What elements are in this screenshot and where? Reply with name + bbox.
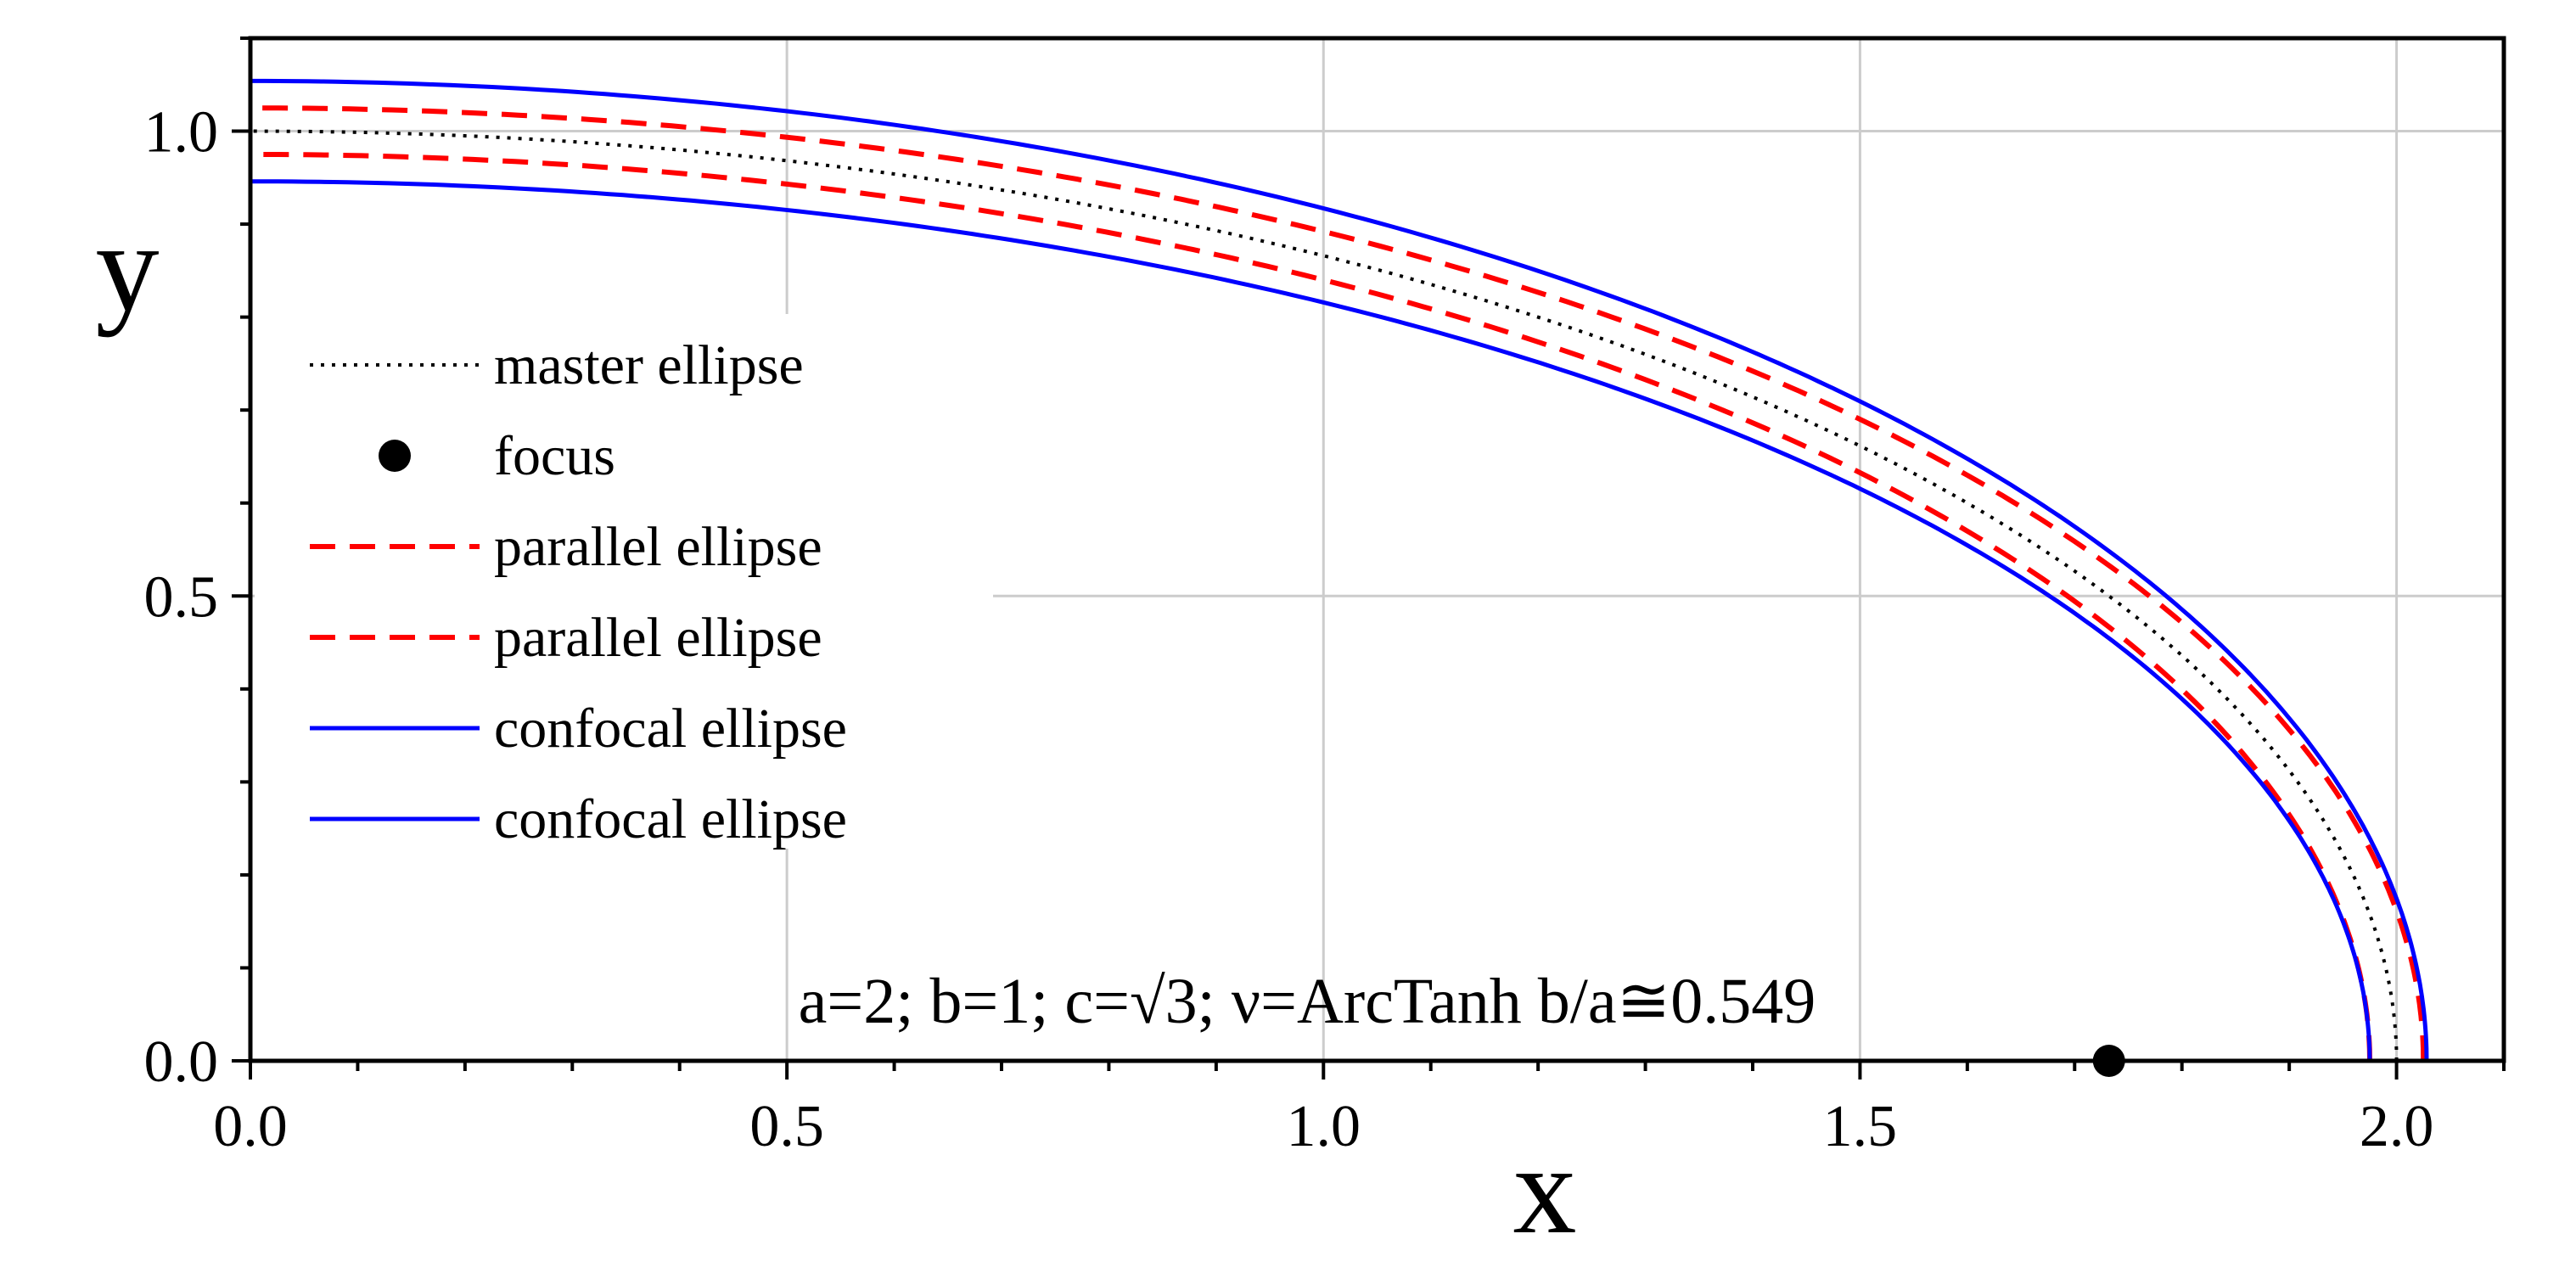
legend-label: parallel ellipse xyxy=(494,607,822,669)
plot-frame xyxy=(248,36,2506,1063)
series-parallel-ellipse xyxy=(250,151,2372,1062)
x-axis-title: x xyxy=(1513,1119,1577,1260)
legend-label: master ellipse xyxy=(494,334,804,396)
y-tick-label: 0.5 xyxy=(144,564,219,630)
legend: master ellipse focus parallel ellipse paral… xyxy=(255,314,993,850)
y-tick-label: 1.0 xyxy=(144,100,219,165)
legend-label: confocal ellipse xyxy=(494,698,847,760)
axes xyxy=(232,36,2506,1080)
legend-label: parallel ellipse xyxy=(494,516,822,578)
plot-series xyxy=(250,78,2429,1077)
legend-background xyxy=(255,314,993,849)
x-tick-label: 1.0 xyxy=(1287,1094,1361,1159)
parameter-annotation: a=2; b=1; c=√3; ν=ArcTanh b/a≅0.549 xyxy=(799,966,1816,1037)
tick-labels: 0.0 0.5 1.0 1.5 2.0 0.0 0.5 1.0 xyxy=(144,100,2434,1159)
series-master-ellipse xyxy=(250,129,2399,1062)
series-confocal-ellipse xyxy=(250,179,2372,1062)
x-tick-label: 1.5 xyxy=(1823,1094,1898,1159)
x-tick-label: 0.0 xyxy=(213,1094,288,1159)
y-tick-label: 0.0 xyxy=(144,1029,219,1095)
x-tick-label: 0.5 xyxy=(749,1094,824,1159)
legend-label: confocal ellipse xyxy=(494,788,847,850)
legend-label: focus xyxy=(494,425,615,487)
y-axis-title: y xyxy=(96,197,160,338)
legend-marker xyxy=(379,440,411,472)
x-tick-label: 2.0 xyxy=(2360,1094,2434,1159)
series-confocal-ellipse xyxy=(250,78,2429,1062)
